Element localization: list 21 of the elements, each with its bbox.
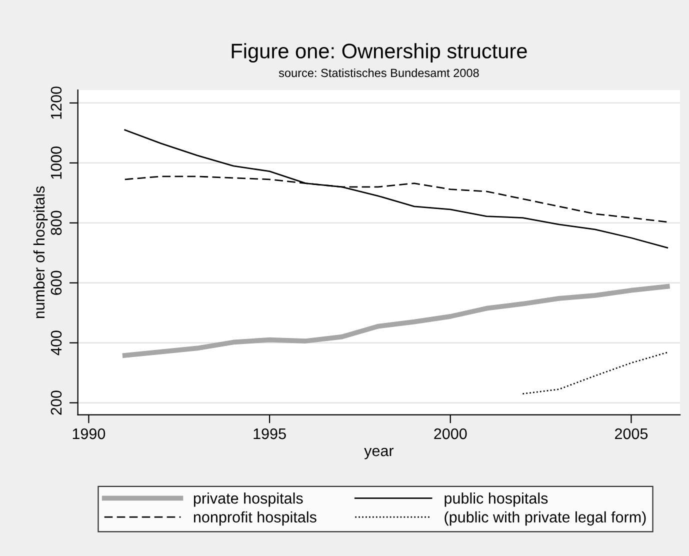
legend-label: (public with private legal form) — [444, 511, 646, 526]
line-series — [522, 352, 668, 394]
chart-subtitle: source: Statistisches Bundesamt 2008 — [278, 68, 479, 78]
legend-label: private hospitals — [194, 492, 303, 507]
x-tick-label: 2005 — [614, 428, 648, 440]
y-tick-label: 1200 — [50, 86, 62, 119]
y-tick-label: 400 — [50, 330, 62, 356]
x-tick-label: 1995 — [254, 428, 286, 440]
x-axis-title: year — [364, 448, 394, 460]
x-tick-label: 1990 — [72, 428, 106, 440]
chart-title: Figure one: Ownership structure — [232, 43, 527, 63]
y-tick-label: 1000 — [50, 146, 62, 179]
legend-label: nonprofit hospitals — [194, 511, 316, 526]
y-axis-title: number of hospitals — [33, 186, 48, 318]
y-tick-label: 800 — [50, 210, 62, 235]
line-series — [124, 129, 668, 248]
x-tick-label: 2000 — [434, 428, 467, 440]
line-series — [122, 284, 670, 358]
y-tick-label: 600 — [50, 270, 62, 295]
legend-label: public hospitals — [444, 492, 548, 507]
y-tick-label: 200 — [50, 390, 62, 415]
